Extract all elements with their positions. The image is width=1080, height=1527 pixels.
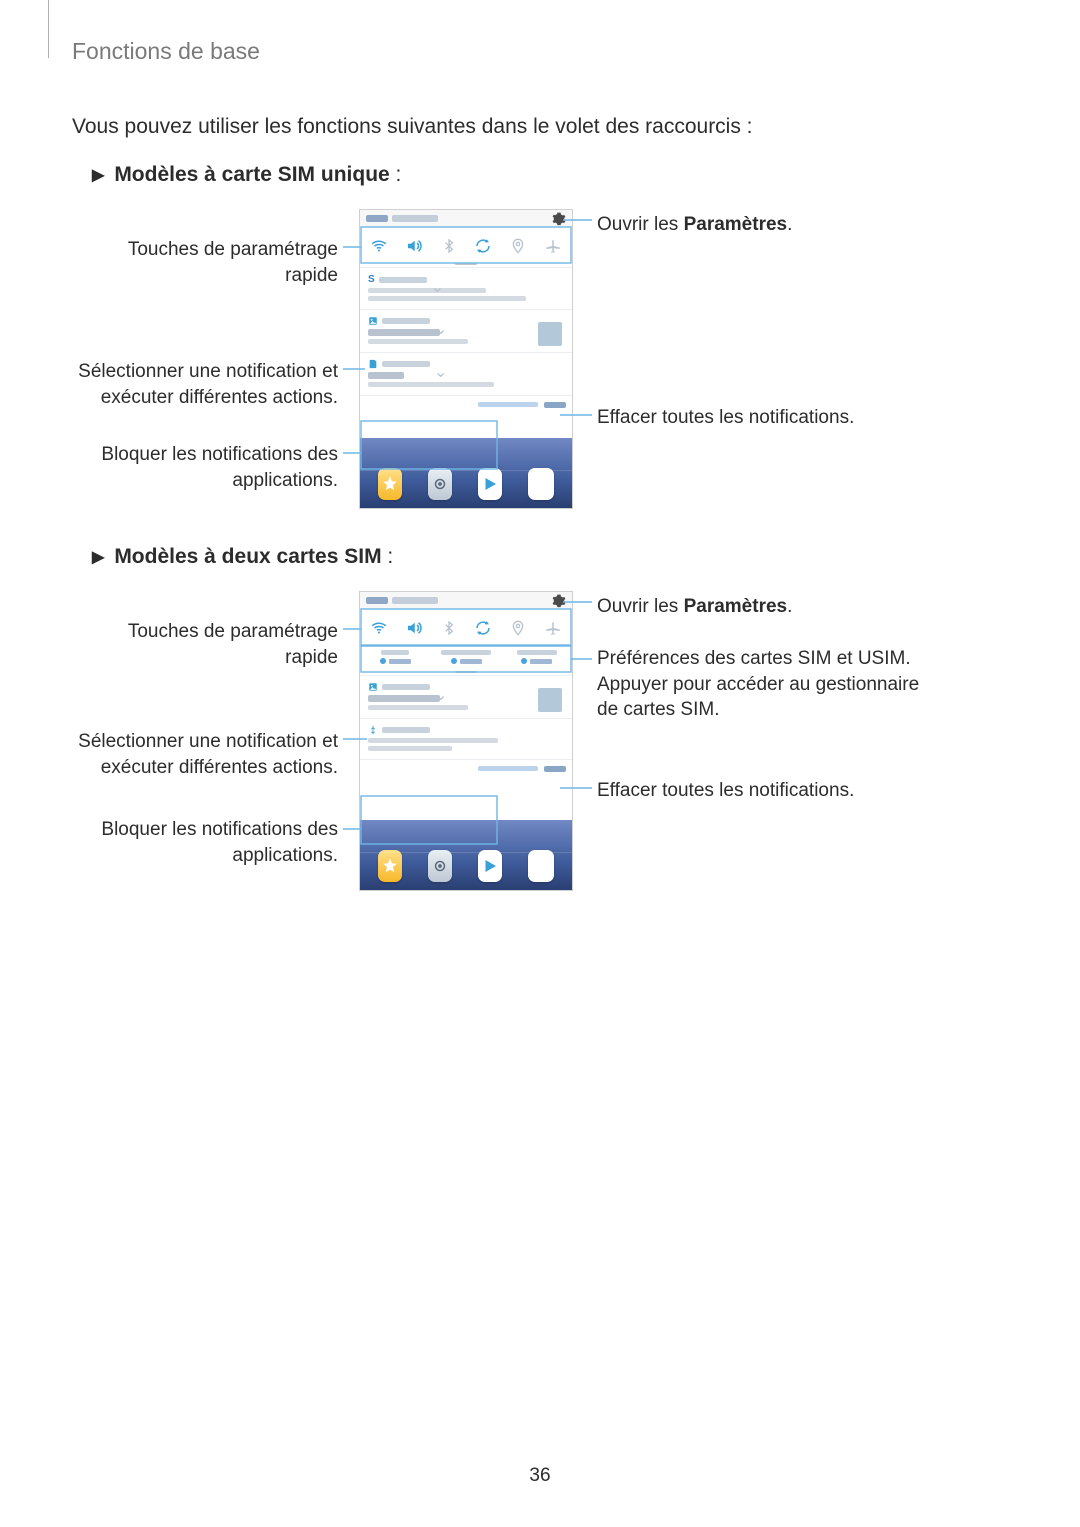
gear-icon [552, 594, 566, 608]
open-settings-post: . [787, 214, 792, 235]
rotation-icon [474, 237, 492, 255]
triangle-bullet-icon: ▶ [92, 167, 104, 184]
open-settings-bold: Paramètres [684, 214, 788, 235]
screenshot-single-sim: S⌄ ⌄ ⌄ [359, 209, 573, 509]
open-settings-post: . [787, 596, 792, 617]
callout-open-settings: Ouvrir les Paramètres. [597, 594, 917, 620]
wifi-icon [370, 619, 388, 637]
callout-sim-preferences: Préférences des cartes SIM et USIM. Appu… [597, 646, 937, 723]
open-settings-pre: Ouvrir les [597, 214, 684, 235]
quick-settings-row [360, 609, 572, 646]
galaxy-apps-icon [378, 850, 402, 882]
picture-icon [368, 316, 378, 326]
picture-icon [368, 682, 378, 692]
camera-icon [428, 850, 452, 882]
gear-icon [552, 212, 566, 226]
callout-quicksettings: Touches de paramétrage rapide [72, 237, 338, 288]
clear-bar [360, 395, 572, 413]
section1-heading: ▶ Modèles à carte SIM unique : [92, 163, 1010, 187]
airplane-icon [544, 619, 562, 637]
callout-block-notifications: Bloquer les notifications des applicatio… [72, 817, 338, 868]
callout-clear-notifications: Effacer toutes les notifications. [597, 778, 937, 804]
triangle-bullet-icon: ▶ [92, 549, 104, 566]
section1-heading-text: Modèles à carte SIM unique [114, 163, 389, 186]
location-icon [509, 237, 527, 255]
camera-icon [428, 468, 452, 500]
home-dock [360, 438, 572, 508]
callout-select-notification: Sélectionner une notification et exécute… [72, 729, 338, 780]
notification-item [360, 718, 572, 759]
apps-drawer-icon [528, 850, 554, 882]
callout-clear-notifications: Effacer toutes les notifications. [597, 405, 937, 431]
callout-open-settings: Ouvrir les Paramètres. [597, 212, 917, 238]
sd-card-icon [368, 359, 378, 369]
section2-heading: ▶ Modèles à deux cartes SIM : [92, 545, 1010, 569]
open-settings-bold: Paramètres [684, 596, 788, 617]
header-left-rule [48, 0, 49, 58]
page-title: Fonctions de base [72, 38, 1010, 65]
clear-bar [360, 759, 572, 777]
open-settings-pre: Ouvrir les [597, 596, 684, 617]
screenshot-dual-sim: ⌄ [359, 591, 573, 891]
home-dock [360, 820, 572, 890]
apps-drawer-icon [528, 468, 554, 500]
usb-icon [368, 725, 378, 735]
notification-item: S⌄ [360, 267, 572, 309]
play-store-icon [478, 468, 502, 500]
section2-heading-text: Modèles à deux cartes SIM [114, 545, 381, 568]
heading-colon: : [390, 163, 402, 186]
airplane-icon [544, 237, 562, 255]
diagram-single-sim: Touches de paramétrage rapide Sélectionn… [72, 209, 1012, 519]
diagram-dual-sim: Touches de paramétrage rapide Sélectionn… [72, 591, 1012, 901]
quick-settings-row [360, 227, 572, 264]
status-bar [360, 592, 572, 609]
rotation-icon [474, 619, 492, 637]
intro-text: Vous pouvez utiliser les fonctions suiva… [72, 115, 1010, 139]
page-number: 36 [0, 1465, 1080, 1487]
status-bar [360, 210, 572, 227]
chevron-down-icon: ⌄ [431, 277, 436, 282]
notification-item: ⌄ [360, 309, 572, 352]
panel-handle [360, 260, 572, 267]
location-icon [509, 619, 527, 637]
callout-select-notification: Sélectionner une notification et exécute… [72, 359, 338, 410]
app-badge-icon: S [368, 274, 375, 285]
notification-item: ⌄ [360, 675, 572, 718]
wifi-icon [370, 237, 388, 255]
sound-icon [405, 237, 423, 255]
callout-quicksettings: Touches de paramétrage rapide [72, 619, 338, 670]
callout-block-notifications: Bloquer les notifications des applicatio… [72, 442, 338, 493]
heading-colon: : [382, 545, 394, 568]
bluetooth-icon [440, 237, 458, 255]
sound-icon [405, 619, 423, 637]
sim-preference-row [360, 646, 572, 672]
play-store-icon [478, 850, 502, 882]
galaxy-apps-icon [378, 468, 402, 500]
bluetooth-icon [440, 619, 458, 637]
notification-item: ⌄ [360, 352, 572, 395]
